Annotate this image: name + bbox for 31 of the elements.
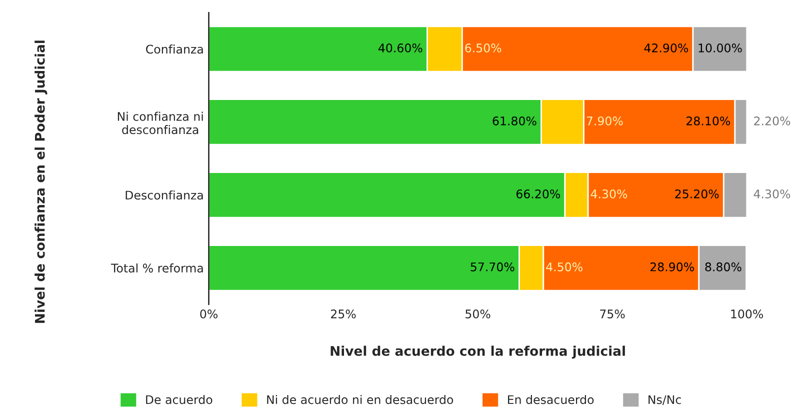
data-label: 4.30% — [590, 189, 628, 198]
y-tick-label: Desconfianza — [126, 190, 203, 200]
y-axis-title: Nivel de confianza en el Poder Judicial — [34, 40, 48, 323]
data-label: 6.50% — [465, 43, 502, 52]
data-label: 8.80% — [705, 262, 742, 272]
data-label: 2.20% — [754, 116, 790, 126]
data-label: 7.90% — [586, 116, 623, 126]
data-label: 66.20% — [516, 189, 560, 198]
data-label: 57.70% — [470, 262, 514, 272]
x-tick-label: 25% — [331, 309, 356, 318]
data-label: 4.30% — [754, 189, 790, 198]
legend-label: De acuerdo — [146, 394, 212, 404]
data-label: 10.00% — [698, 43, 742, 52]
x-tick-label: 50% — [466, 309, 490, 318]
y-tick-label: Total % reforma — [110, 263, 203, 273]
data-label: 28.10% — [686, 116, 730, 126]
legend-label: Ni de acuerdo ni en desacuerdo — [267, 394, 454, 404]
y-tick-label: Ni confianza ni desconfianza — [118, 112, 203, 134]
data-label: 25.20% — [675, 189, 719, 198]
legend-label: En desacuerdo — [508, 394, 594, 404]
data-label: 61.80% — [492, 116, 536, 126]
x-tick-label: 0% — [200, 309, 218, 318]
x-axis-title: Nivel de acuerdo con la reforma judicial — [330, 346, 625, 359]
data-label: 4.50% — [546, 262, 582, 272]
data-label: 28.90% — [650, 262, 694, 272]
x-tick-label: 100% — [731, 309, 764, 318]
legend-label: Ns/Nc — [648, 395, 681, 406]
x-tick-label: 75% — [600, 309, 625, 318]
data-label: 40.60% — [378, 43, 422, 52]
data-label: 42.90% — [644, 43, 688, 52]
y-tick-label: Confianza — [146, 44, 203, 54]
